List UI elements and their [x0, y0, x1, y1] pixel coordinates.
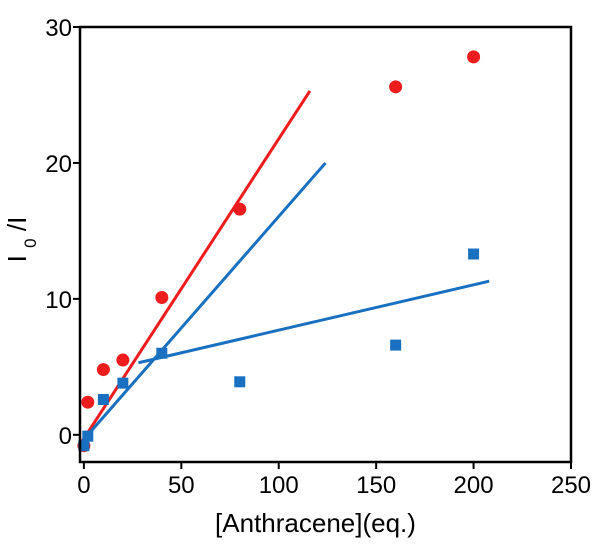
series-2-point-2	[82, 430, 94, 442]
series-2-point-8	[468, 248, 480, 260]
data-points	[77, 50, 481, 453]
y-axis-title: I 0 /I	[2, 217, 40, 263]
series-1-point-7	[389, 80, 403, 94]
y-tick-label: 20	[45, 151, 72, 178]
y-tick-label: 30	[45, 15, 72, 42]
y-axis-title-tail: /I	[2, 217, 32, 231]
y-tick-label: 10	[45, 287, 72, 314]
series-2-point-7	[390, 339, 402, 351]
y-axis-title-main: I	[2, 255, 32, 262]
x-tick-label: 200	[454, 472, 494, 499]
fit-line-1	[80, 90, 312, 443]
series-2-point-6	[234, 376, 246, 388]
y-tick-label: 0	[59, 423, 72, 450]
fit-lines	[80, 90, 490, 443]
series-2-point-5	[156, 347, 168, 359]
series-1-point-2	[81, 395, 95, 409]
x-tick-label: 100	[259, 472, 299, 499]
series-1-point-3	[96, 363, 110, 377]
series-1-point-5	[155, 291, 169, 305]
fit-line-3	[138, 279, 490, 365]
x-tick-label: 50	[168, 472, 195, 499]
x-axis-title: [Anthracene](eq.)	[215, 508, 416, 538]
series-2-point-1	[78, 440, 90, 452]
series-1-point-6	[233, 202, 247, 216]
y-axis-title-sub: 0	[21, 238, 40, 247]
series-1-point-8	[467, 50, 481, 64]
x-axis-ticks: 0 50 100 150 200 250	[77, 462, 591, 499]
x-tick-label: 150	[356, 472, 396, 499]
fit-line-2	[80, 161, 327, 443]
plot-frame	[78, 25, 573, 464]
series-1-point-4	[116, 353, 130, 367]
y-axis-ticks: 0 10 20 30	[45, 15, 80, 450]
x-tick-label: 0	[77, 472, 90, 499]
series-2-point-4	[117, 377, 129, 389]
x-tick-label: 250	[551, 472, 591, 499]
series-2-point-3	[97, 393, 109, 405]
